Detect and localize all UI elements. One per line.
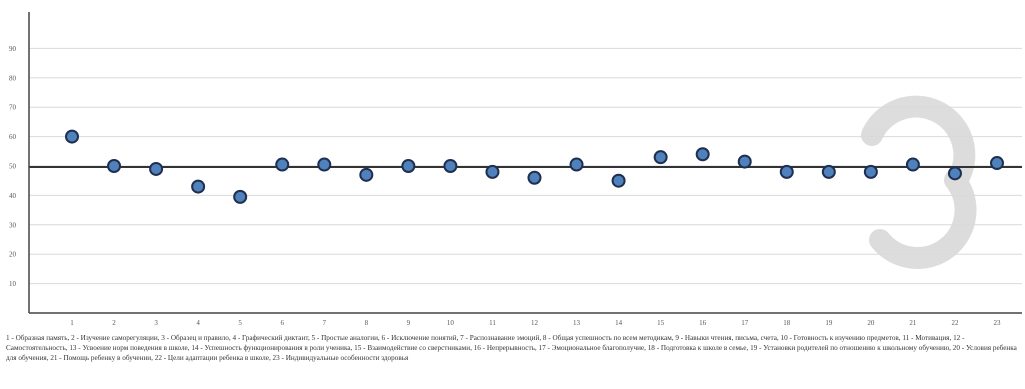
data-point (779, 164, 794, 179)
x-tick-label: 3 (154, 319, 158, 327)
x-tick-label: 1 (70, 319, 74, 327)
data-point (191, 179, 206, 194)
y-tick-label: 80 (9, 74, 17, 82)
data-point (443, 159, 458, 173)
x-tick-label: 6 (280, 319, 284, 327)
y-tick-label: 50 (9, 163, 17, 171)
x-tick-label: 12 (531, 319, 539, 327)
x-tick-label: 18 (783, 319, 791, 327)
data-point (401, 159, 416, 173)
data-points (65, 129, 1004, 204)
y-tick-label: 30 (9, 221, 17, 229)
x-tick-label: 8 (365, 319, 369, 327)
y-tick-label: 10 (9, 280, 17, 288)
data-point (737, 154, 752, 169)
data-point (863, 164, 878, 179)
x-tick-label: 16 (699, 319, 707, 327)
x-tick-label: 21 (909, 319, 917, 327)
data-point (947, 166, 962, 181)
data-point (275, 157, 290, 172)
y-tick-label: 40 (9, 192, 17, 200)
data-point (359, 167, 374, 182)
x-tick-label: 22 (951, 319, 959, 327)
data-point (65, 129, 79, 144)
x-tick-label: 23 (994, 319, 1002, 327)
y-tick-label: 20 (9, 251, 17, 259)
data-point (485, 164, 500, 179)
x-tick-label: 19 (825, 319, 833, 327)
data-point (317, 157, 332, 172)
y-tick-label: 60 (9, 133, 17, 141)
x-tick-label: 9 (407, 319, 411, 327)
data-point (149, 161, 164, 176)
x-tick-label: 13 (573, 319, 581, 327)
data-point (695, 147, 710, 162)
y-tick-label: 90 (9, 45, 17, 53)
x-tick-label: 4 (196, 319, 200, 327)
data-point (990, 156, 1004, 171)
data-point (653, 150, 668, 165)
x-tick-label: 7 (323, 319, 327, 327)
data-point (569, 157, 584, 172)
chart-caption: 1 - Образная память, 2 - Изучение саморе… (6, 334, 1017, 362)
data-point (821, 164, 836, 179)
data-point (611, 173, 626, 188)
y-tick-label: 70 (9, 104, 17, 112)
y-tick-labels: 10 20 30 40 50 60 70 80 90 (9, 45, 17, 288)
x-tick-label: 11 (489, 319, 496, 327)
x-tick-label: 17 (741, 319, 749, 327)
x-tick-label: 5 (238, 319, 242, 327)
x-tick-labels: 1 2 3 4 5 6 7 8 9 10 11 12 13 14 15 16 17 18 19 20 21 22 23 (70, 319, 1001, 327)
x-tick-label: 10 (447, 319, 455, 327)
data-point (107, 159, 122, 173)
x-tick-label: 14 (615, 319, 623, 327)
x-tick-label: 20 (867, 319, 875, 327)
watermark (861, 95, 977, 269)
data-point (233, 189, 248, 204)
x-tick-label: 15 (657, 319, 665, 327)
data-point (905, 157, 920, 172)
data-point (527, 170, 542, 185)
x-tick-label: 2 (112, 319, 116, 327)
